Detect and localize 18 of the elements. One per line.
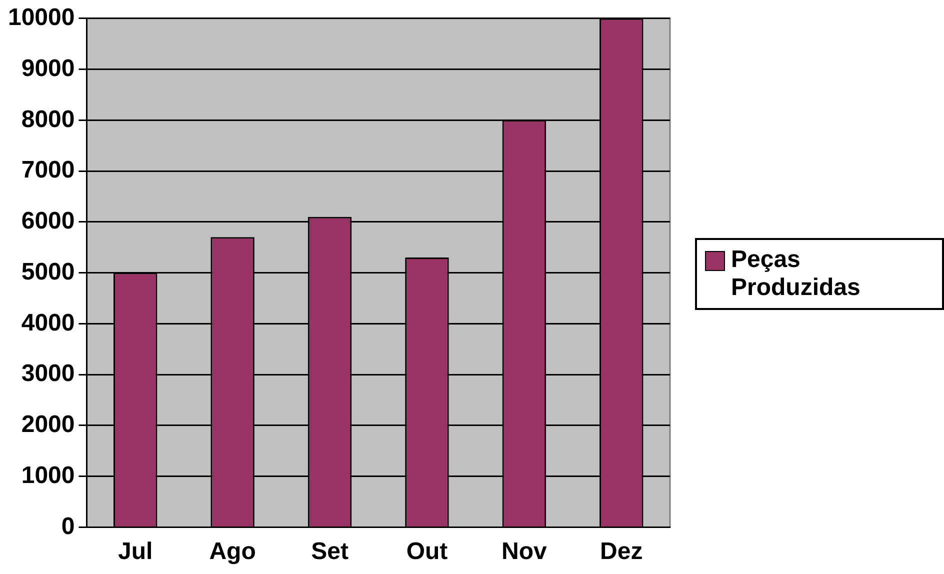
y-tick-label: 0 xyxy=(61,512,75,540)
y-tick-label: 5000 xyxy=(21,258,75,286)
y-tick-label: 7000 xyxy=(21,156,75,184)
y-tick-label: 9000 xyxy=(21,54,75,82)
y-tick-label: 10000 xyxy=(8,4,75,32)
y-tick-label: 8000 xyxy=(21,106,75,133)
x-tick-label: Dez xyxy=(600,538,643,566)
x-tick-label: Nov xyxy=(502,538,548,566)
y-tick-label: 1000 xyxy=(21,462,75,489)
y-tick-label: 6000 xyxy=(21,208,75,235)
legend-label: Peças Produzidas xyxy=(731,246,862,302)
y-tick-label: 2000 xyxy=(21,411,75,438)
y-tick-label: 4000 xyxy=(21,309,75,336)
x-tick-label: Jul xyxy=(118,538,153,566)
x-tick-label: Set xyxy=(311,538,348,566)
x-tick-label: Out xyxy=(406,538,448,566)
x-tick-label: Ago xyxy=(209,538,256,566)
y-tick-label: 3000 xyxy=(21,360,75,388)
